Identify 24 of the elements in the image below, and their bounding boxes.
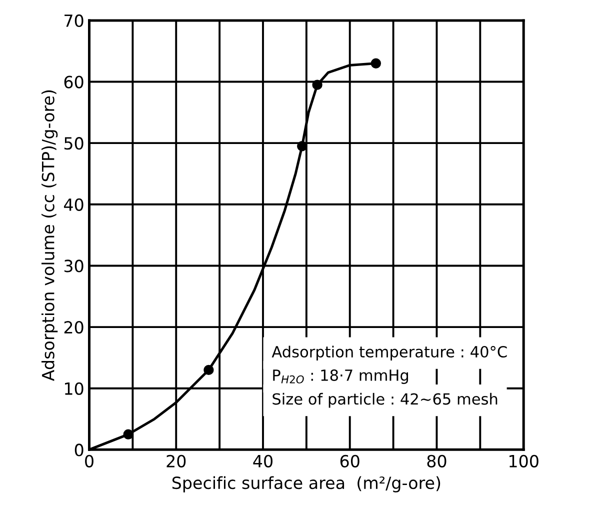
y-tick-label: 60 — [64, 76, 84, 88]
y-tick-label: 10 — [65, 382, 84, 395]
point — [123, 429, 134, 440]
y-tick-label: 20 — [64, 321, 84, 334]
y-axis-title: Adsorption volume (cc (STP)/g-ore) — [41, 90, 58, 382]
x-tick-label: 20 — [166, 454, 186, 468]
y-tick-label: 70 — [64, 14, 84, 28]
point — [370, 58, 382, 68]
y-tick-label: 40 — [64, 198, 84, 211]
x-tick-label: 60 — [340, 454, 360, 468]
y-tick-label: 50 — [64, 137, 84, 150]
point — [312, 80, 322, 90]
y-tick-label: 0 — [74, 444, 84, 456]
annotation: P$_{H2O}$ : 18·7 mmHg — [273, 369, 408, 384]
x-tick-label: 0 — [85, 454, 94, 468]
x-tick-label: 40 — [253, 454, 272, 468]
point — [204, 364, 214, 376]
annotation: Adsorption temperature : 40°C — [272, 346, 507, 360]
point — [296, 141, 308, 152]
annotation: Size of particle : 42~65 mesh — [272, 392, 498, 408]
x-tick-label: 100 — [510, 454, 538, 468]
y-tick-label: 30 — [64, 260, 84, 272]
x-axis-title: Specific surface area (m²/g-ore) — [172, 476, 440, 492]
x-tick-label: 80 — [427, 454, 446, 468]
